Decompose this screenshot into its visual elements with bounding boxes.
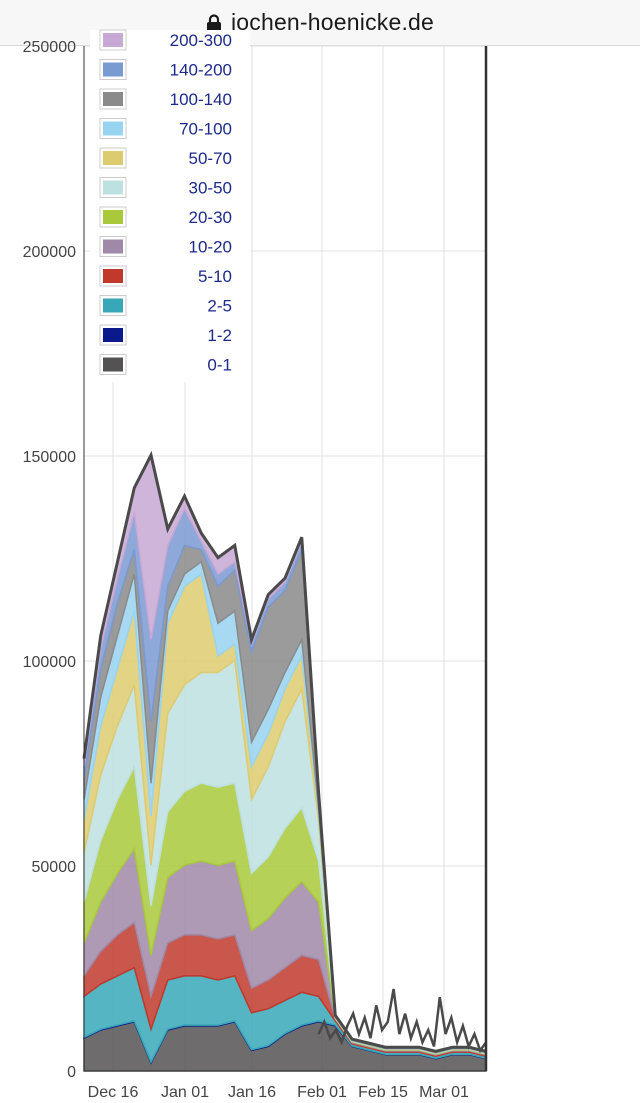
legend-swatch: [103, 328, 123, 342]
legend-label: 2-5: [207, 297, 232, 316]
legend-label: 70-100: [179, 120, 232, 139]
legend-label: 5-10: [198, 267, 232, 286]
chart-areas: [82, 46, 488, 1072]
legend-item-1-2: 1-2: [99, 324, 232, 346]
legend-swatch: [103, 269, 123, 283]
x-tick-label: Jan 16: [228, 1084, 276, 1101]
y-axis-tick-labels: 0 50000 100000 150000 200000 250000: [23, 39, 76, 1081]
legend-swatch: [103, 33, 123, 47]
x-tick-label: Feb 15: [358, 1084, 408, 1101]
legend-item-70-100: 70-100: [99, 118, 232, 139]
tail-noise-line: [317, 988, 488, 1054]
legend-item-140-200: 140-200: [99, 59, 232, 80]
legend-label: 0-1: [207, 356, 232, 375]
x-tick-label: Mar 01: [419, 1084, 469, 1101]
total-outline: [82, 450, 487, 1053]
legend-label: 1-2: [207, 326, 232, 345]
legend-item-0-1: 0-1: [99, 354, 232, 375]
x-tick-label: Feb 01: [297, 1084, 347, 1101]
legend-swatch: [103, 180, 123, 195]
y-tick-label: 100000: [23, 654, 76, 671]
legend-label: 30-50: [189, 179, 232, 198]
legend-swatch: [103, 298, 123, 313]
lock-icon: [206, 13, 222, 32]
legend-swatch: [103, 92, 123, 106]
x-tick-label: Jan 01: [161, 1084, 209, 1101]
legend-swatch: [103, 357, 123, 372]
legend-swatch: [103, 210, 123, 224]
legend-item-2-5: 2-5: [99, 295, 232, 316]
chart-legend: 200-300 140-200 100-140 70-100 50-70 30-50 20-…: [90, 29, 250, 382]
x-axis-tick-labels: Dec 16 Jan 01 Jan 16 Feb 01 Feb 15 Mar 01: [88, 1084, 469, 1101]
x-tick-label: Dec 16: [88, 1084, 139, 1101]
page-url[interactable]: jochen-hoenicke.de: [230, 9, 435, 35]
legend-item-10-20: 10-20: [99, 236, 232, 257]
legend-label: 10-20: [189, 238, 232, 257]
legend-swatch: [103, 239, 123, 254]
legend-item-20-30: 20-30: [99, 206, 232, 228]
legend-item-30-50: 30-50: [99, 177, 232, 198]
y-tick-label: 250000: [23, 39, 76, 56]
y-tick-label: 0: [67, 1064, 76, 1081]
y-tick-label: 200000: [23, 244, 76, 261]
y-tick-label: 50000: [32, 859, 77, 876]
legend-swatch: [103, 121, 123, 136]
legend-item-100-140: 100-140: [99, 88, 232, 110]
legend-item-200-300: 200-300: [99, 29, 232, 51]
legend-item-50-70: 50-70: [99, 147, 232, 169]
legend-label: 100-140: [170, 90, 232, 109]
legend-item-5-10: 5-10: [99, 265, 232, 287]
legend-label: 20-30: [189, 208, 232, 227]
legend-swatch: [103, 62, 123, 77]
legend-swatch: [103, 151, 123, 165]
legend-label: 50-70: [189, 149, 232, 168]
legend-label: 140-200: [170, 61, 232, 80]
legend-label: 200-300: [170, 31, 232, 50]
y-tick-label: 150000: [23, 449, 76, 466]
